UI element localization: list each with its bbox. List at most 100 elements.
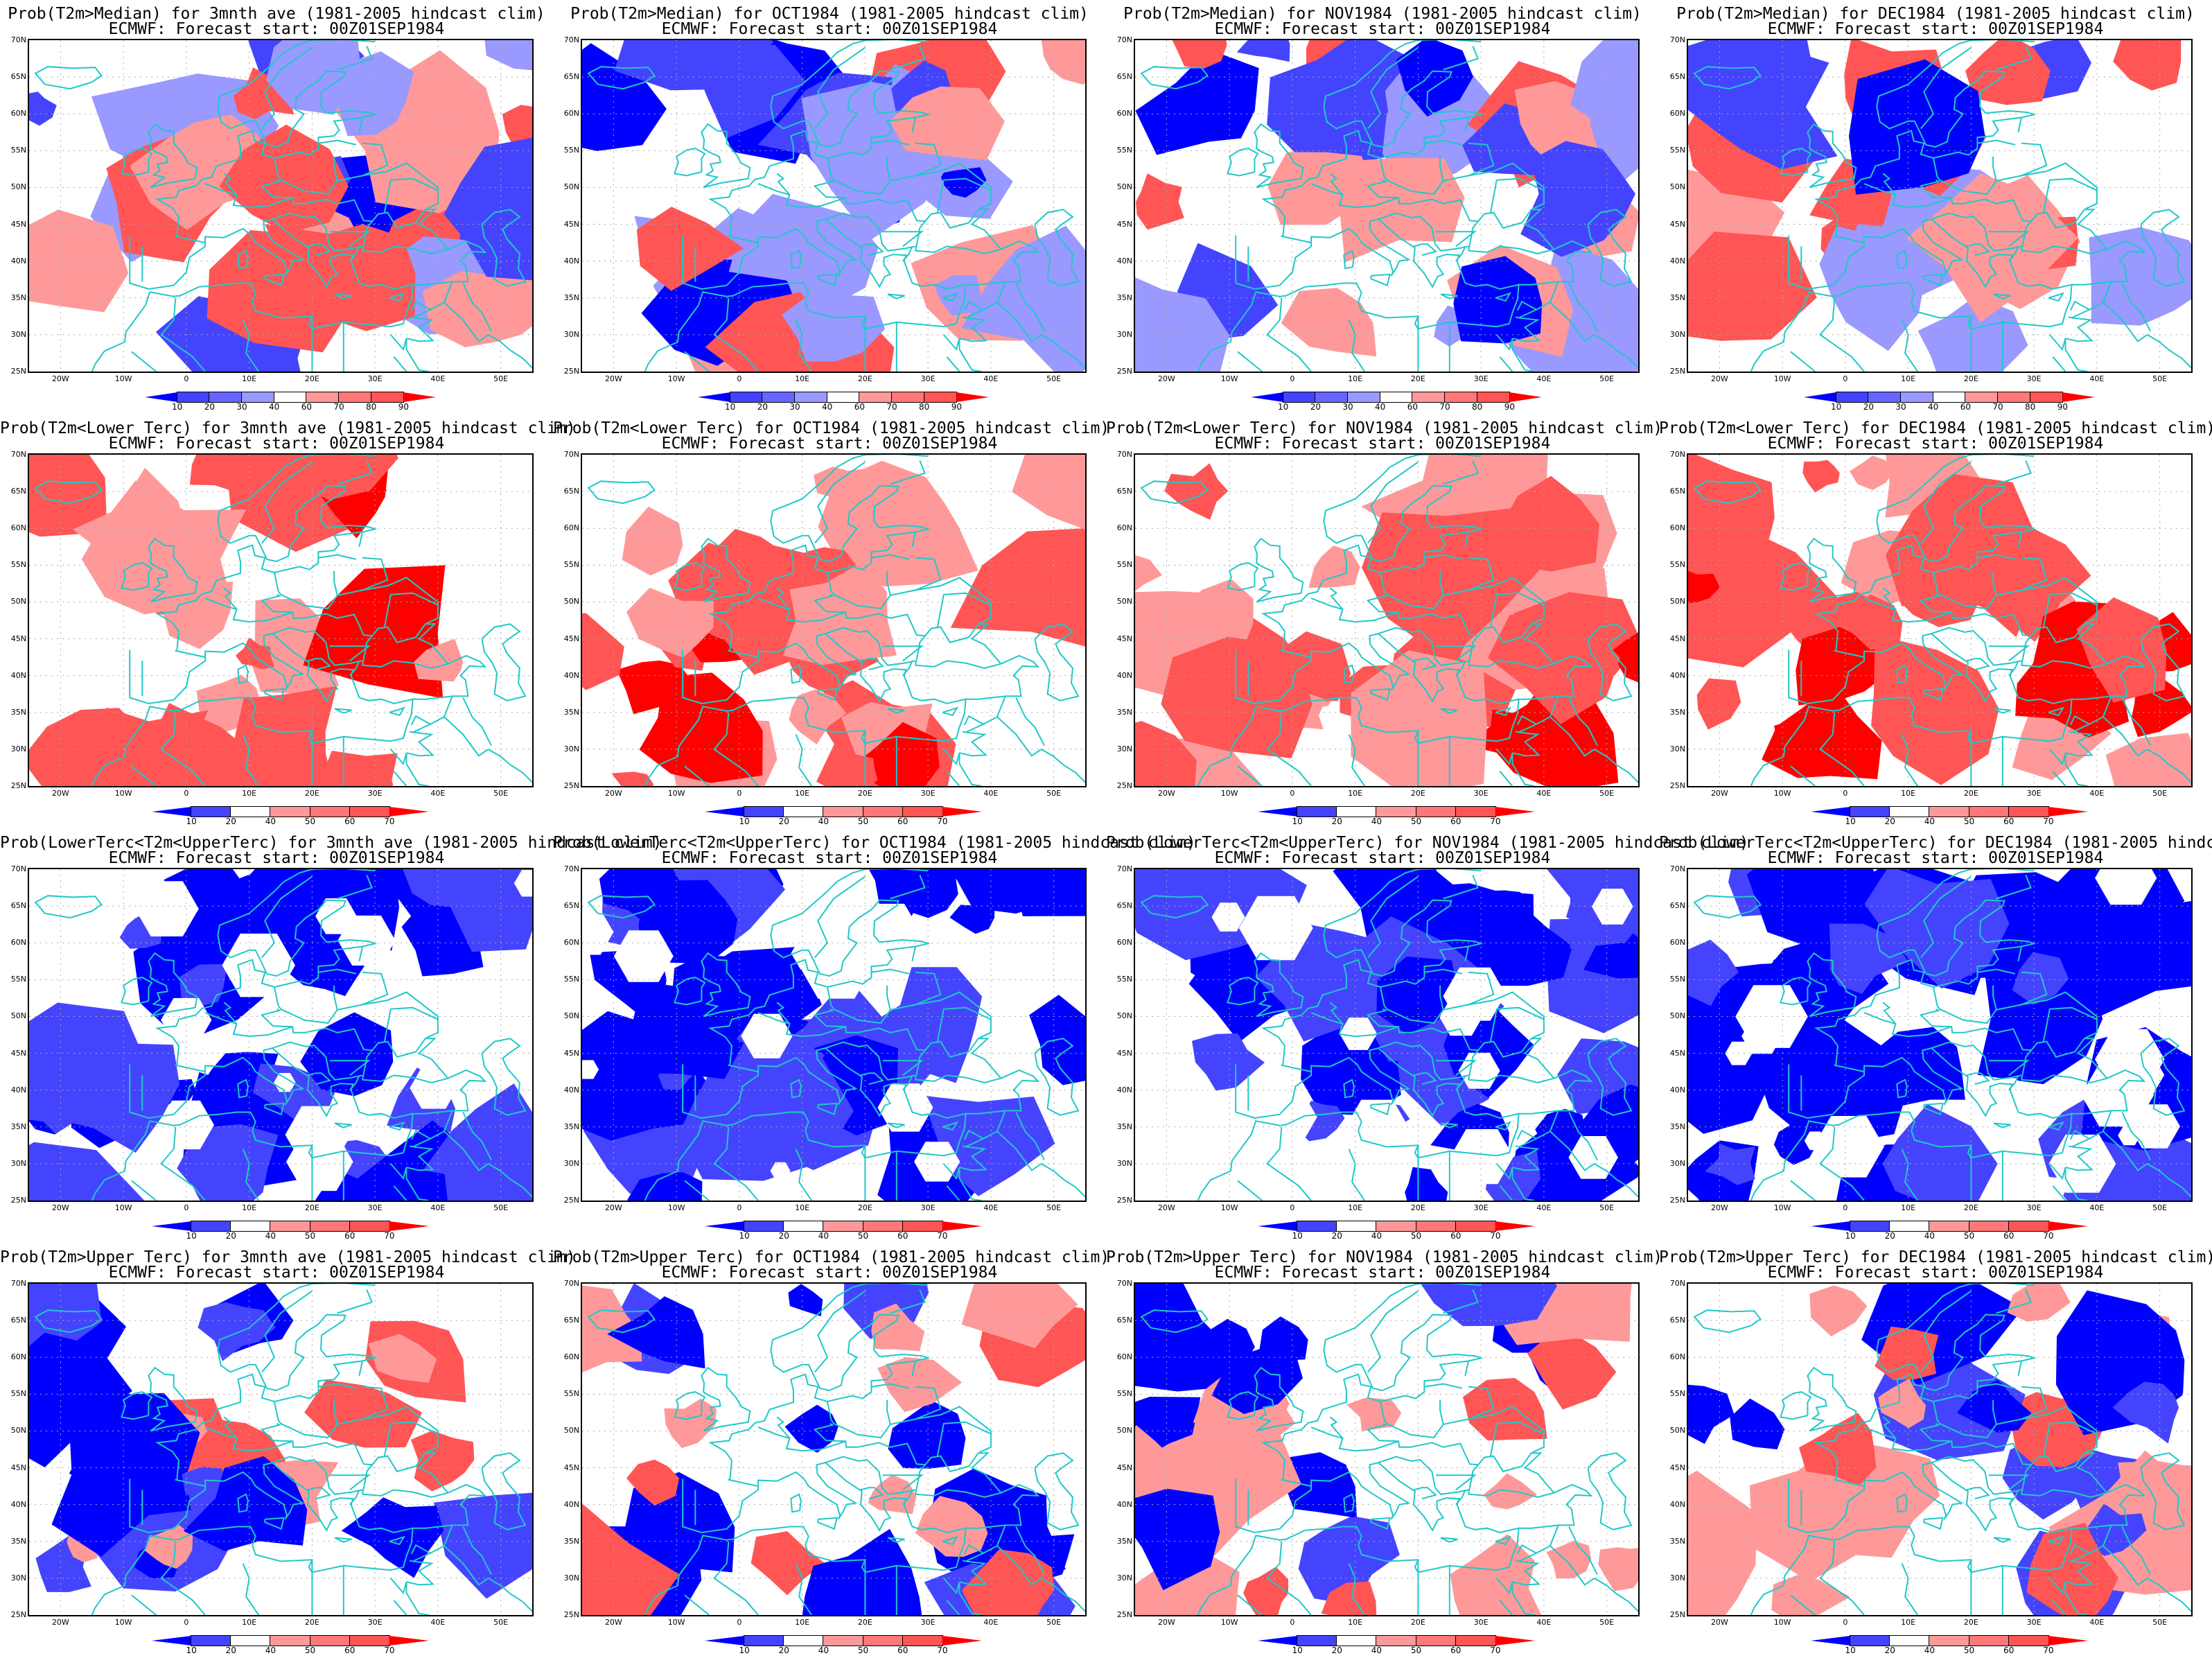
coastline bbox=[1780, 148, 1812, 177]
colorbar-segment bbox=[338, 392, 372, 403]
coastline bbox=[2019, 1386, 2048, 1421]
probability-region bbox=[1236, 40, 1290, 62]
lon-tick-label: 40E bbox=[2089, 1618, 2105, 1627]
probability-region bbox=[2085, 1503, 2147, 1556]
colorbar-segment bbox=[191, 1221, 232, 1232]
coastline bbox=[223, 587, 238, 610]
map-panel: Prob(T2m>Upper Terc) for NOV1984 (1981-2… bbox=[1106, 1244, 1662, 1658]
lat-tick-label: 60N bbox=[563, 938, 579, 948]
colorbar-segment bbox=[1297, 1221, 1338, 1232]
coastline bbox=[337, 1289, 373, 1314]
probability-map bbox=[28, 39, 534, 373]
coastline bbox=[349, 661, 360, 677]
colorbar-segment bbox=[823, 1635, 864, 1646]
lat-tick-label: 30N bbox=[563, 1573, 579, 1582]
coastline bbox=[1266, 1126, 1312, 1201]
panel-subtitle: ECMWF: Forecast start: 00Z01SEP1984 bbox=[1767, 1264, 2104, 1282]
colorbar-segment bbox=[1495, 807, 1535, 817]
lat-tick-label: 35N bbox=[1116, 1536, 1132, 1546]
low-probability-region bbox=[1813, 1116, 1884, 1178]
coastline bbox=[242, 734, 260, 786]
coastline bbox=[1367, 1290, 1419, 1373]
low-probability-region bbox=[877, 1083, 933, 1132]
probability-region bbox=[1135, 1546, 1240, 1615]
colorbar-segment bbox=[309, 1221, 351, 1232]
colorbar-segment bbox=[1929, 1635, 1970, 1646]
coastline bbox=[307, 658, 331, 671]
colorbar-segment bbox=[191, 1635, 232, 1646]
colorbar-label: 30 bbox=[236, 402, 247, 412]
colorbar-segment bbox=[744, 1635, 785, 1646]
coastline bbox=[684, 351, 710, 372]
colorbar-label: 70 bbox=[1490, 1646, 1501, 1655]
coastline bbox=[34, 1309, 103, 1334]
coastline bbox=[318, 968, 357, 975]
coastline bbox=[2021, 623, 2109, 670]
coastline bbox=[1197, 633, 1520, 786]
lat-tick-label: 70N bbox=[10, 1279, 26, 1288]
lat-tick-label: 50N bbox=[10, 182, 26, 192]
probability-region bbox=[1875, 1326, 1939, 1381]
coastline bbox=[237, 250, 249, 270]
lat-tick-label: 45N bbox=[563, 634, 579, 643]
coastline bbox=[1587, 209, 1633, 287]
colorbar-segment bbox=[1850, 806, 1891, 817]
coastline bbox=[334, 708, 352, 714]
coastline bbox=[2089, 696, 2112, 725]
coastline bbox=[965, 1069, 1040, 1115]
coastline bbox=[175, 1478, 206, 1487]
probability-region bbox=[1376, 956, 1459, 1035]
coastline bbox=[148, 1366, 198, 1432]
coastline bbox=[674, 977, 706, 1006]
lat-tick-label: 45N bbox=[1116, 634, 1132, 643]
lon-tick-label: 20W bbox=[51, 789, 69, 798]
coastline bbox=[1254, 537, 1304, 603]
colorbar-label: 70 bbox=[1439, 402, 1450, 412]
coastline bbox=[175, 235, 206, 244]
lon-tick-label: 50E bbox=[1599, 789, 1615, 798]
lon-tick-label: 20W bbox=[1710, 789, 1728, 798]
coastline bbox=[1807, 952, 1857, 1018]
probability-region bbox=[422, 271, 532, 348]
colorbar-segment bbox=[823, 806, 864, 817]
coastline bbox=[1227, 562, 1259, 591]
coastline bbox=[1550, 1131, 1595, 1171]
colorbar-label: 70 bbox=[333, 402, 344, 412]
coastline bbox=[728, 649, 759, 658]
coastline bbox=[1966, 1072, 1990, 1085]
coastline bbox=[713, 1541, 759, 1615]
colorbar-segment bbox=[1444, 392, 1478, 403]
coastline bbox=[1919, 1422, 1952, 1442]
lon-tick-label: 40E bbox=[2089, 789, 2105, 798]
lat-tick-label: 25N bbox=[10, 367, 26, 376]
coastline bbox=[349, 1075, 360, 1091]
coastline bbox=[913, 971, 942, 1006]
lat-tick-label: 65N bbox=[1669, 1316, 1685, 1325]
coastline bbox=[358, 946, 363, 962]
colorbar-label: 50 bbox=[1963, 817, 1975, 826]
probability-region bbox=[1864, 869, 2010, 989]
colorbar-segment bbox=[1929, 806, 1970, 817]
coastline bbox=[713, 297, 759, 372]
lon-tick-label: 0 bbox=[737, 789, 742, 798]
coastline bbox=[813, 593, 846, 613]
lon-tick-label: 10E bbox=[795, 374, 810, 383]
coastline bbox=[1343, 664, 1355, 684]
coastline bbox=[1988, 645, 2030, 662]
lon-tick-label: 20E bbox=[1963, 789, 1978, 798]
coastline bbox=[1587, 1452, 1633, 1530]
colorbar-label: 30 bbox=[1895, 402, 1906, 412]
probability-region bbox=[626, 587, 714, 658]
lat-tick-label: 60N bbox=[1116, 938, 1132, 948]
coastline bbox=[871, 554, 910, 560]
coastline bbox=[34, 480, 103, 505]
probability-region bbox=[877, 1357, 963, 1413]
map-panel: Prob(T2m>Upper Terc) for DEC1984 (1981-2… bbox=[1659, 1244, 2212, 1658]
coastline bbox=[1863, 597, 2032, 637]
coastline bbox=[1931, 1456, 2022, 1495]
probability-map bbox=[581, 453, 1087, 787]
colorbar-segment bbox=[1415, 1221, 1457, 1232]
coastline bbox=[795, 320, 813, 372]
coastline bbox=[1015, 1526, 1045, 1576]
lon-tick-label: 10E bbox=[242, 1203, 257, 1212]
